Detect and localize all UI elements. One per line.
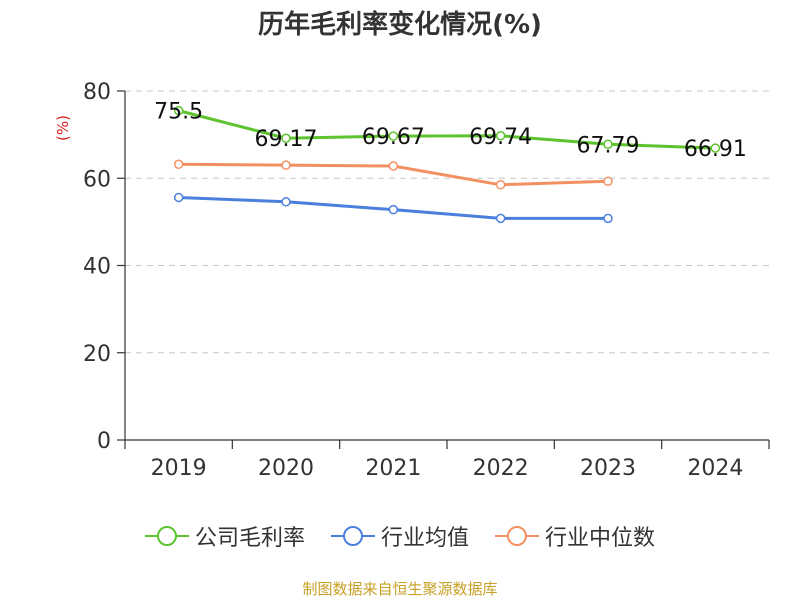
y-tick-label: 80 — [83, 80, 111, 105]
legend-swatch — [144, 526, 189, 546]
data-label: 69.17 — [255, 127, 318, 152]
data-point — [710, 143, 721, 153]
data-point — [281, 197, 291, 207]
x-tick-label: 2023 — [580, 456, 636, 481]
x-tick-label: 2021 — [365, 456, 421, 481]
data-label: 66.91 — [684, 137, 747, 162]
series-line — [178, 109, 716, 150]
legend-item[interactable]: 行业中位数 — [495, 520, 655, 552]
data-point — [281, 133, 291, 143]
y-tick-label: 40 — [83, 255, 111, 280]
chart-legend: 公司毛利率 行业均值 行业中位数 — [0, 520, 800, 552]
data-point — [603, 213, 613, 224]
data-point — [388, 161, 399, 171]
legend-marker — [342, 526, 363, 546]
data-point — [388, 204, 399, 215]
legend-swatch — [330, 526, 375, 546]
data-point — [495, 131, 506, 141]
y-tick-label: 20 — [83, 342, 111, 367]
data-point — [388, 131, 399, 141]
data-point — [173, 192, 184, 203]
data-point — [495, 213, 506, 224]
data-label: 69.74 — [469, 125, 532, 150]
data-point — [603, 139, 613, 150]
data-source-note: 制图数据来自恒生聚源数据库 — [302, 580, 498, 598]
legend-marker — [507, 526, 527, 546]
x-tick-label: 2022 — [473, 456, 529, 481]
data-point — [281, 160, 291, 170]
y-tick-label: 60 — [83, 167, 111, 192]
x-tick-label: 2020 — [258, 456, 314, 481]
legend-label: 行业均值 — [380, 526, 469, 551]
data-point — [603, 176, 613, 187]
legend-label: 公司毛利率 — [194, 526, 305, 551]
data-point — [173, 159, 184, 170]
data-label: 67.79 — [577, 133, 640, 158]
x-tick-label: 2024 — [687, 456, 743, 481]
y-tick-label: 0 — [97, 429, 111, 454]
data-label: 69.67 — [362, 125, 425, 150]
legend-marker — [156, 526, 177, 546]
legend-item[interactable]: 行业均值 — [330, 520, 469, 552]
data-label: 75.5 — [154, 100, 203, 125]
legend-swatch — [495, 526, 539, 546]
legend-item[interactable]: 公司毛利率 — [144, 520, 305, 552]
legend-label: 行业中位数 — [545, 526, 656, 551]
data-point — [173, 105, 184, 116]
y-axis-label: (%) — [54, 115, 72, 141]
x-tick-label: 2019 — [151, 456, 207, 481]
data-point — [495, 180, 506, 190]
chart-title: 历年毛利率变化情况(%) — [258, 10, 542, 40]
